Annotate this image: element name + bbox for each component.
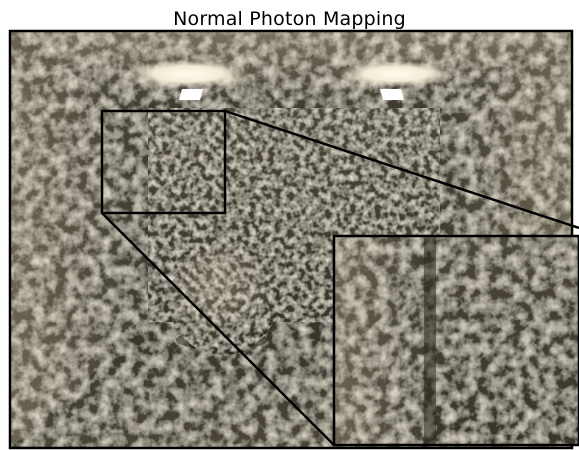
light-panel-right <box>380 89 404 100</box>
zoom-line-bottom <box>101 212 335 446</box>
figure-title: Normal Photon Mapping <box>173 8 406 30</box>
sphere <box>169 247 277 355</box>
left-wall <box>10 31 148 448</box>
ceiling <box>10 31 572 108</box>
lamp-glow-left <box>126 60 250 88</box>
lamp-glow-right <box>338 61 454 87</box>
zoom-source-box <box>100 109 227 215</box>
light-panel-left <box>179 89 203 100</box>
zoom-inset <box>334 236 579 445</box>
zoom-inset-frame <box>332 234 579 447</box>
zoom-line-top <box>224 109 579 230</box>
